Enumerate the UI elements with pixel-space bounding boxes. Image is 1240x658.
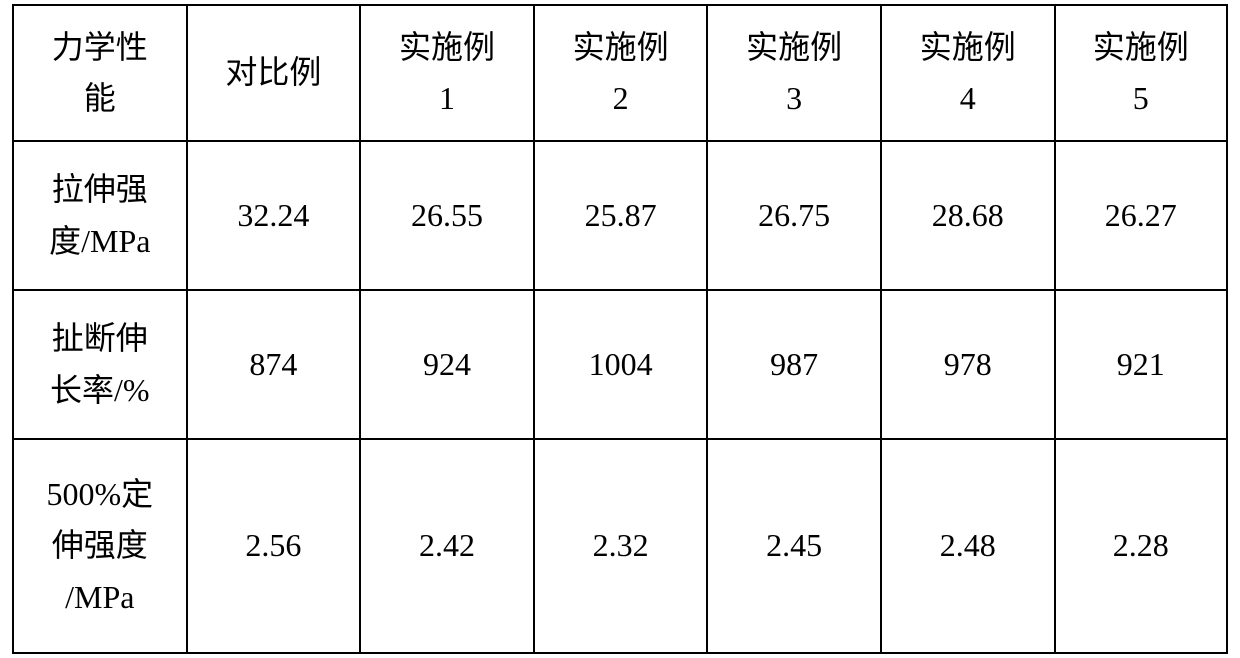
cell-value: 26.27	[1055, 141, 1227, 290]
row-label-line: 长率/%	[20, 365, 180, 416]
table-row: 拉伸强 度/MPa 32.24 26.55 25.87 26.75 28.68 …	[13, 141, 1227, 290]
col-header-line: 1	[367, 73, 527, 124]
row-label-line: 度/MPa	[20, 216, 180, 267]
col-header-example-1: 实施例 1	[360, 5, 534, 141]
col-header-example-2: 实施例 2	[534, 5, 708, 141]
cell-value: 2.45	[707, 439, 881, 653]
row-label-tensile-strength: 拉伸强 度/MPa	[13, 141, 187, 290]
col-header-line: 5	[1062, 73, 1220, 124]
row-label-line: 伸强度	[20, 520, 180, 571]
table-row: 500%定 伸强度 /MPa 2.56 2.42 2.32 2.45 2.48 …	[13, 439, 1227, 653]
cell-value: 2.28	[1055, 439, 1227, 653]
col-header-line: 对比例	[194, 47, 354, 98]
row-label-line: 拉伸强	[20, 164, 180, 215]
cell-value: 924	[360, 290, 534, 439]
cell-value: 1004	[534, 290, 708, 439]
row-label-line: /MPa	[20, 572, 180, 623]
cell-value: 26.55	[360, 141, 534, 290]
col-header-example-3: 实施例 3	[707, 5, 881, 141]
table-header-row: 力学性 能 对比例 实施例 1 实施例 2 实施例 3 实施例 4 实施例 5	[13, 5, 1227, 141]
col-header-line: 4	[888, 73, 1048, 124]
col-header-line: 3	[714, 73, 874, 124]
col-header-line: 实施例	[714, 22, 874, 73]
cell-value: 32.24	[187, 141, 361, 290]
col-header-example-4: 实施例 4	[881, 5, 1055, 141]
col-header-line: 力学性	[20, 22, 180, 73]
col-header-line: 实施例	[541, 22, 701, 73]
cell-value: 2.32	[534, 439, 708, 653]
cell-value: 987	[707, 290, 881, 439]
col-header-property: 力学性 能	[13, 5, 187, 141]
col-header-line: 2	[541, 73, 701, 124]
cell-value: 25.87	[534, 141, 708, 290]
col-header-line: 实施例	[367, 22, 527, 73]
row-label-elongation-at-break: 扯断伸 长率/%	[13, 290, 187, 439]
cell-value: 978	[881, 290, 1055, 439]
table-row: 扯断伸 长率/% 874 924 1004 987 978 921	[13, 290, 1227, 439]
col-header-line: 能	[20, 73, 180, 124]
col-header-line: 实施例	[1062, 22, 1220, 73]
row-label-500-percent-modulus: 500%定 伸强度 /MPa	[13, 439, 187, 653]
col-header-control: 对比例	[187, 5, 361, 141]
cell-value: 2.56	[187, 439, 361, 653]
cell-value: 28.68	[881, 141, 1055, 290]
cell-value: 26.75	[707, 141, 881, 290]
row-label-line: 扯断伸	[20, 313, 180, 364]
mechanical-properties-table: 力学性 能 对比例 实施例 1 实施例 2 实施例 3 实施例 4 实施例 5 …	[12, 4, 1228, 654]
col-header-example-5: 实施例 5	[1055, 5, 1227, 141]
cell-value: 921	[1055, 290, 1227, 439]
row-label-line: 500%定	[20, 469, 180, 520]
col-header-line: 实施例	[888, 22, 1048, 73]
cell-value: 2.42	[360, 439, 534, 653]
cell-value: 874	[187, 290, 361, 439]
table-container: 力学性 能 对比例 实施例 1 实施例 2 实施例 3 实施例 4 实施例 5 …	[0, 0, 1240, 658]
cell-value: 2.48	[881, 439, 1055, 653]
